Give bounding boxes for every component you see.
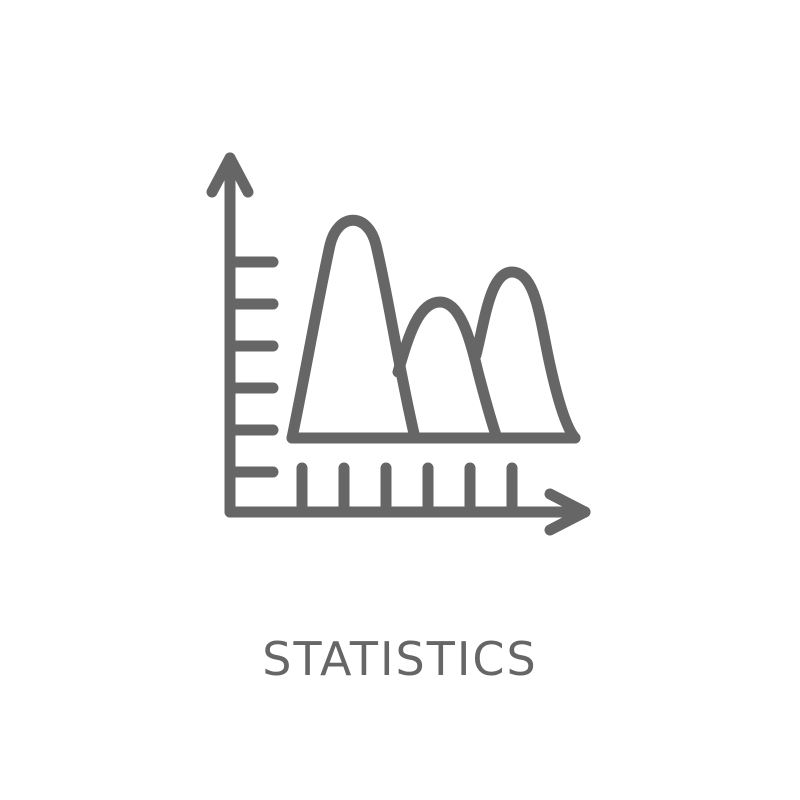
caption-text: STATISTICS — [262, 632, 538, 686]
distribution-peaks — [286, 214, 581, 444]
x-axis — [224, 488, 591, 536]
y-axis — [206, 152, 254, 518]
y-axis-ticks — [224, 256, 279, 478]
x-axis-ticks — [296, 462, 518, 518]
